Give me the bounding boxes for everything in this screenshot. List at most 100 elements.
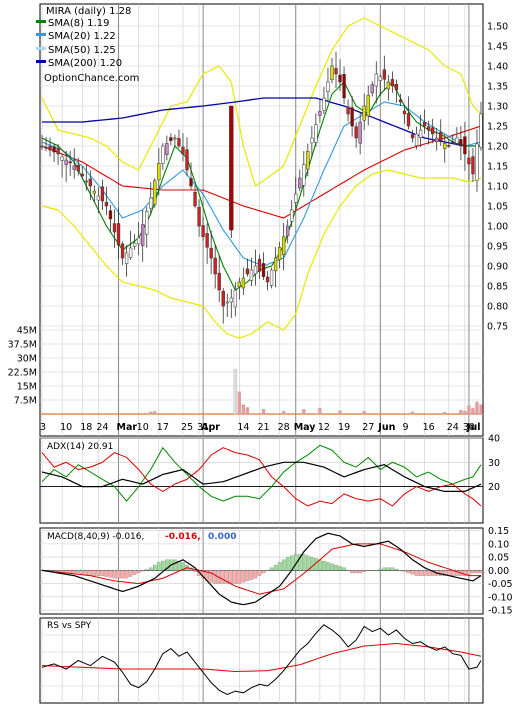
- volume-bar: [410, 411, 415, 415]
- candle-body: [451, 141, 455, 143]
- macd-histogram-bar: [221, 570, 225, 584]
- candle-body: [112, 223, 117, 233]
- candle-body: [402, 110, 407, 115]
- candle-body: [96, 195, 101, 201]
- adx-frame: [39, 437, 484, 524]
- adx-plus-di-line: [41, 444, 482, 502]
- adx-minus-di-line: [41, 447, 482, 507]
- volume-bar: [245, 407, 250, 415]
- candle-body: [40, 145, 44, 148]
- candle-body: [286, 225, 290, 237]
- macd-histogram-bar: [56, 570, 60, 572]
- candle-body: [302, 164, 306, 186]
- macd-histogram-bar: [467, 570, 471, 575]
- candle-body: [426, 126, 431, 131]
- macd-tick-label: 0.00: [488, 566, 509, 577]
- macd-histogram-bar: [245, 570, 250, 582]
- x-axis-label: 14: [237, 422, 249, 433]
- x-axis-label: 17: [157, 422, 169, 433]
- x-axis-label: 16: [423, 422, 435, 433]
- volume-bar: [261, 409, 266, 415]
- price-tick-label: 0.85: [487, 282, 508, 293]
- candle-body: [366, 95, 370, 117]
- macd-histogram-bar: [233, 570, 238, 584]
- volume-bar: [463, 410, 467, 415]
- candle-body: [431, 127, 435, 135]
- rs-frame: [39, 617, 484, 704]
- candle-body: [145, 211, 149, 235]
- macd-histogram-bar: [378, 568, 383, 571]
- macd-histogram-bar: [410, 570, 415, 575]
- candle-body: [314, 124, 318, 143]
- candle-body: [294, 193, 298, 203]
- macd-histogram-bar: [334, 564, 338, 571]
- macd-histogram-bar: [120, 570, 125, 579]
- macd-histogram-bar: [144, 569, 149, 571]
- volume-bar: [282, 411, 286, 415]
- candle-body: [181, 146, 185, 155]
- candle-body: [80, 173, 84, 177]
- macd-histogram-bar: [281, 559, 286, 571]
- candle-body: [455, 137, 459, 144]
- price-tick-label: 0.75: [487, 322, 508, 333]
- candle-body: [418, 129, 423, 139]
- x-axis-label: 3: [40, 422, 46, 433]
- macd-histogram-bar: [161, 560, 165, 571]
- macd-tick-label: -0.05: [488, 579, 513, 590]
- macd-tick-label: 0.15: [488, 526, 509, 537]
- candle-body: [422, 121, 427, 127]
- rs-line: [41, 624, 482, 696]
- candle-body: [52, 146, 56, 153]
- candle-body: [390, 79, 395, 87]
- macd-histogram-bar: [76, 570, 81, 574]
- candle-body: [479, 113, 483, 148]
- legend-sma20: SMA(20) 1.22: [48, 31, 116, 42]
- candle-body: [165, 143, 169, 155]
- x-axis-label: 24: [447, 422, 459, 433]
- macd-histogram-bar: [193, 570, 197, 572]
- candle-body: [435, 137, 439, 143]
- macd-tick-label: -0.15: [488, 606, 513, 617]
- legend-sma50: SMA(50) 1.25: [48, 45, 116, 56]
- candle-body: [463, 136, 467, 155]
- macd-histogram-bar: [354, 570, 358, 574]
- macd-histogram-bar: [96, 570, 101, 576]
- macd-histogram-bar: [362, 570, 366, 572]
- candle-body: [269, 269, 274, 286]
- candle-body: [169, 137, 173, 141]
- candle-body: [253, 265, 258, 275]
- candle-body: [273, 257, 278, 272]
- price-panel: 0.75 0.80 0.85 0.90 0.95 1.00 1.05 1.10 1.15 1.20…: [8, 3, 508, 437]
- macd-histogram-bar: [277, 562, 282, 571]
- macd-panel: 0.15 0.10 0.05 0.00 -0.05 -0.10 -0.15: [39, 526, 513, 617]
- candle-body: [197, 206, 201, 227]
- price-tick-label: 1.40: [487, 62, 508, 73]
- price-tick-label: 1.20: [487, 142, 508, 153]
- macd-tick-label: 0.10: [488, 539, 509, 550]
- macd-histogram-bar: [390, 567, 395, 571]
- candle-body: [149, 197, 153, 209]
- macd-histogram-bar: [157, 562, 161, 571]
- price-tick-label: 1.05: [487, 202, 508, 213]
- x-axis-label: 30: [463, 422, 475, 433]
- price-tick-label: 1.15: [487, 162, 508, 173]
- candle-body: [410, 134, 415, 139]
- candle-body: [205, 233, 209, 248]
- macd-histogram-bar: [104, 570, 109, 577]
- candle-body: [213, 257, 217, 275]
- macd-histogram-bar: [88, 570, 93, 576]
- volume-bar: [479, 404, 483, 415]
- sma20-line: [41, 101, 482, 267]
- macd-histogram-bar: [306, 555, 310, 571]
- macd-histogram-bar: [80, 570, 85, 575]
- macd-histogram-bar: [366, 570, 370, 571]
- x-axis-label: 25: [181, 422, 193, 433]
- candle-body: [76, 164, 80, 172]
- macd-histogram-bar: [72, 570, 76, 574]
- legend: MIRA (daily) 1.28 SMA(8) 1.19 SMA(20) 1.…: [36, 6, 139, 84]
- candle-body: [56, 148, 60, 155]
- candle-body: [358, 121, 362, 144]
- macd-histogram-bar: [112, 570, 117, 579]
- x-axis-label: 27: [362, 422, 374, 433]
- macd-histogram-bar: [350, 570, 354, 574]
